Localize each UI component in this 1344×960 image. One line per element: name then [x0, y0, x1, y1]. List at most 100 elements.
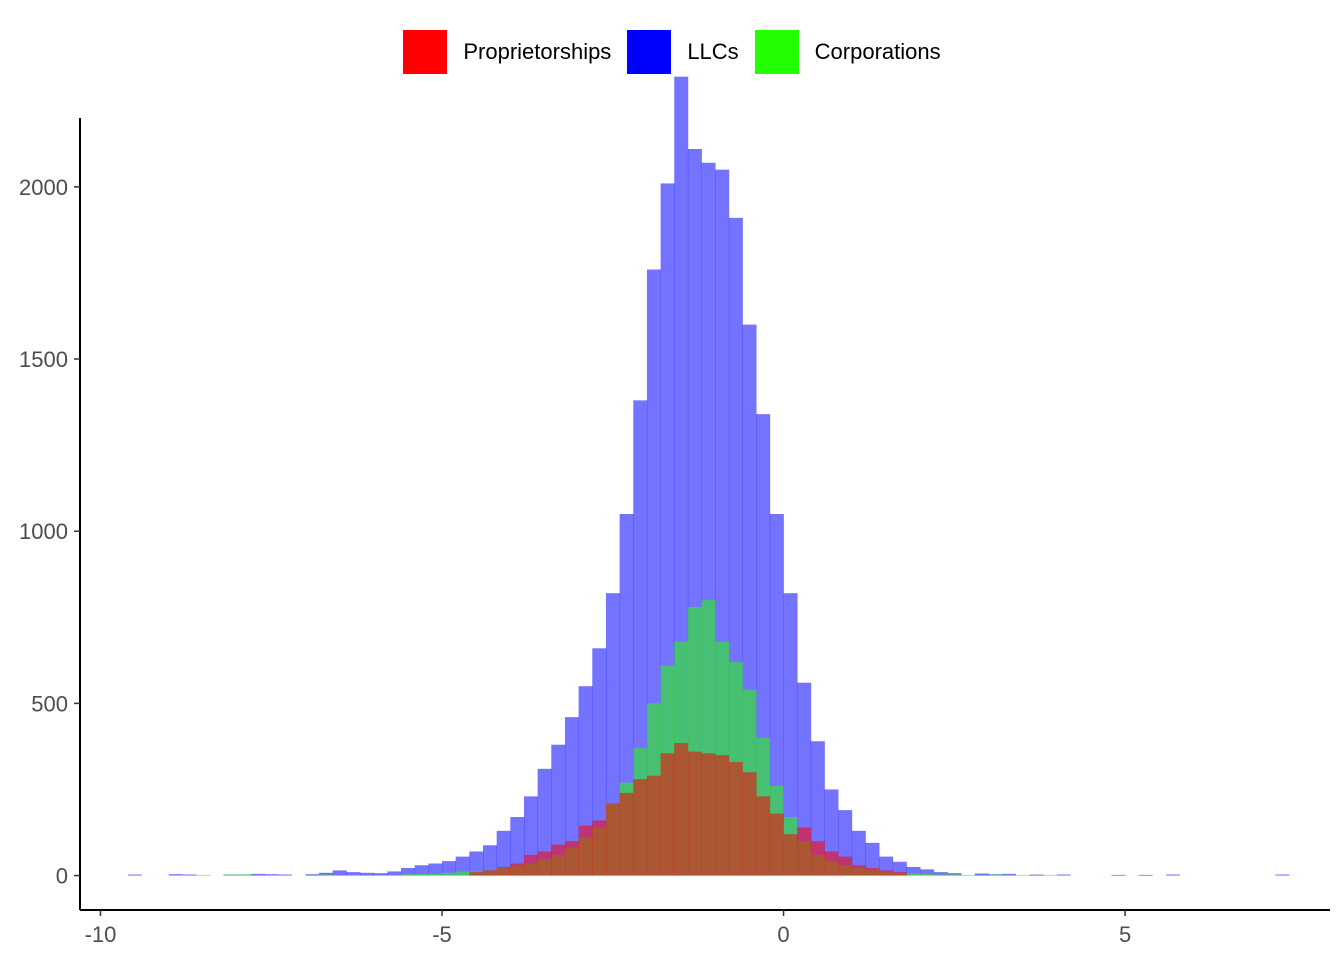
bar-llcs	[1056, 874, 1071, 876]
legend-swatch-proprietorships	[403, 30, 448, 74]
bar-corporations	[974, 874, 989, 876]
bar-llcs	[920, 869, 935, 876]
bar-corporations	[920, 873, 935, 876]
bar-llcs	[851, 830, 866, 876]
bar-corporations	[1015, 874, 1030, 876]
bar-corporations	[428, 873, 443, 876]
bar-llcs	[551, 744, 566, 876]
bar-llcs	[360, 872, 375, 876]
bar-proprietorships	[551, 844, 566, 876]
bar-proprietorships	[715, 755, 730, 876]
bar-corporations	[305, 874, 320, 876]
bar-corporations	[933, 874, 948, 876]
bar-proprietorships	[810, 841, 825, 876]
legend-swatch-corporations	[754, 30, 799, 74]
legend-item-proprietorships: Proprietorships	[403, 30, 611, 74]
bar-llcs	[278, 874, 293, 876]
legend-item-llcs: LLCs	[627, 30, 739, 74]
bar-proprietorships	[687, 751, 702, 876]
bar-llcs	[182, 874, 197, 876]
bar-corporations	[947, 874, 962, 876]
bar-llcs	[592, 648, 607, 876]
bar-llcs	[414, 865, 429, 876]
bar-llcs	[1275, 874, 1290, 876]
bar-llcs	[332, 870, 347, 876]
bar-proprietorships	[865, 867, 880, 876]
y-tick-label: 500	[31, 691, 68, 716]
bar-proprietorships	[523, 854, 538, 876]
bar-llcs	[127, 874, 142, 876]
bar-proprietorships	[769, 813, 784, 876]
bar-llcs	[510, 817, 525, 876]
y-tick-label: 1500	[19, 347, 68, 372]
bar-proprietorships	[824, 851, 839, 876]
legend-label-corporations: Corporations	[814, 39, 941, 64]
bar-proprietorships	[851, 865, 866, 876]
bar-llcs	[387, 871, 402, 876]
bar-llcs	[442, 861, 456, 876]
legend-label-proprietorships: Proprietorships	[463, 39, 612, 64]
legend-swatch-llcs	[627, 30, 672, 74]
bar-corporations	[906, 873, 921, 876]
bar-llcs	[933, 872, 948, 876]
bar-proprietorships	[510, 863, 525, 876]
bar-proprietorships	[892, 872, 907, 876]
legend-label-llcs: LLCs	[687, 39, 739, 64]
bar-llcs	[496, 830, 511, 876]
bar-llcs	[346, 872, 361, 876]
x-tick-label: -10	[85, 922, 117, 947]
y-tick-label: 1000	[19, 519, 68, 544]
bar-proprietorships	[797, 827, 812, 876]
bar-llcs	[564, 717, 579, 876]
bar-llcs	[1166, 874, 1181, 876]
bar-proprietorships	[879, 870, 894, 876]
bar-proprietorships	[1138, 874, 1153, 876]
bar-proprietorships	[633, 779, 648, 876]
y-tick-label: 0	[56, 864, 68, 889]
bars-layer	[127, 76, 1290, 876]
bar-llcs	[947, 873, 962, 876]
bar-corporations	[196, 874, 211, 876]
bar-proprietorships	[619, 792, 634, 876]
bar-proprietorships	[537, 851, 552, 876]
bar-llcs	[1002, 873, 1017, 876]
bar-proprietorships	[578, 825, 593, 876]
bar-llcs	[264, 874, 279, 876]
bar-llcs	[483, 845, 497, 876]
legend: Proprietorships LLCs Corporations	[0, 30, 1344, 74]
bar-corporations	[401, 874, 415, 876]
bar-llcs	[769, 514, 784, 876]
bar-corporations	[414, 873, 429, 876]
bar-corporations	[442, 872, 456, 876]
bar-llcs	[455, 856, 470, 876]
bar-proprietorships	[838, 856, 853, 876]
bar-proprietorships	[783, 834, 798, 876]
bar-llcs	[906, 866, 921, 876]
bar-proprietorships	[728, 761, 743, 876]
bar-corporations	[319, 874, 334, 876]
bar-corporations	[1029, 874, 1044, 876]
bar-llcs	[319, 872, 334, 876]
bar-corporations	[223, 874, 238, 876]
axes-layer: 0 500 1000 1500 2000 -10 -5 0 5	[19, 118, 1330, 947]
bar-corporations	[1043, 874, 1058, 876]
bar-llcs	[250, 873, 265, 876]
bar-proprietorships	[1111, 874, 1126, 876]
bar-llcs	[401, 867, 415, 876]
bar-proprietorships	[756, 796, 771, 876]
bar-proprietorships	[469, 872, 484, 876]
bar-llcs	[428, 863, 443, 876]
bar-llcs	[537, 768, 552, 876]
bar-proprietorships	[496, 866, 511, 876]
bar-proprietorships	[742, 772, 757, 876]
bar-proprietorships	[483, 870, 497, 876]
bar-llcs	[305, 874, 320, 876]
bar-llcs	[865, 842, 880, 876]
bar-proprietorships	[564, 841, 579, 876]
x-tick-label: 0	[777, 922, 789, 947]
bar-corporations	[237, 874, 252, 876]
bar-corporations	[455, 871, 470, 876]
legend-item-corporations: Corporations	[754, 30, 941, 74]
x-tick-label: 5	[1119, 922, 1131, 947]
